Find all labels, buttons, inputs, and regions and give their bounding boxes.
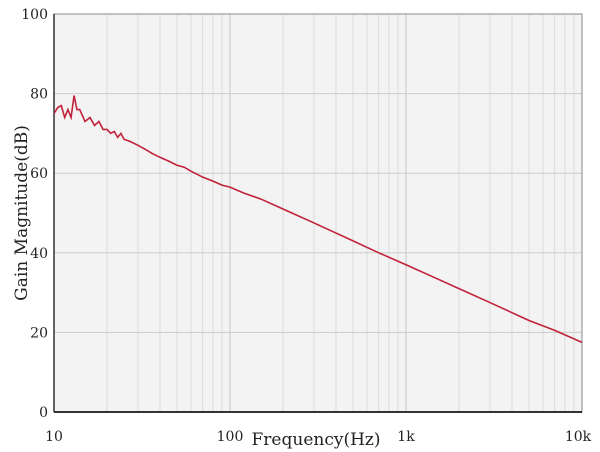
y-tick-label: 100 [21, 7, 48, 23]
plot-background [54, 14, 582, 412]
x-tick-label: 10 [45, 429, 63, 445]
minor-grid [106, 14, 575, 412]
x-tick-label: 100 [217, 429, 244, 445]
y-tick-labels: 0 20 40 60 80 100 [21, 7, 48, 421]
y-tick-label: 40 [30, 246, 48, 262]
y-tick-label: 0 [39, 405, 48, 421]
y-tick-label: 80 [30, 87, 48, 103]
x-axis-title: Frequency(Hz) [252, 430, 381, 450]
x-tick-label: 10k [565, 429, 592, 445]
y-axis-title: Gain Magnitude(dB) [12, 125, 32, 301]
x-tick-label: 1k [397, 429, 415, 445]
x-tick-labels: 10 100 1k 10k [45, 429, 592, 445]
y-tick-label: 60 [30, 166, 48, 182]
y-tick-label: 20 [30, 325, 48, 341]
series-line [53, 95, 583, 344]
